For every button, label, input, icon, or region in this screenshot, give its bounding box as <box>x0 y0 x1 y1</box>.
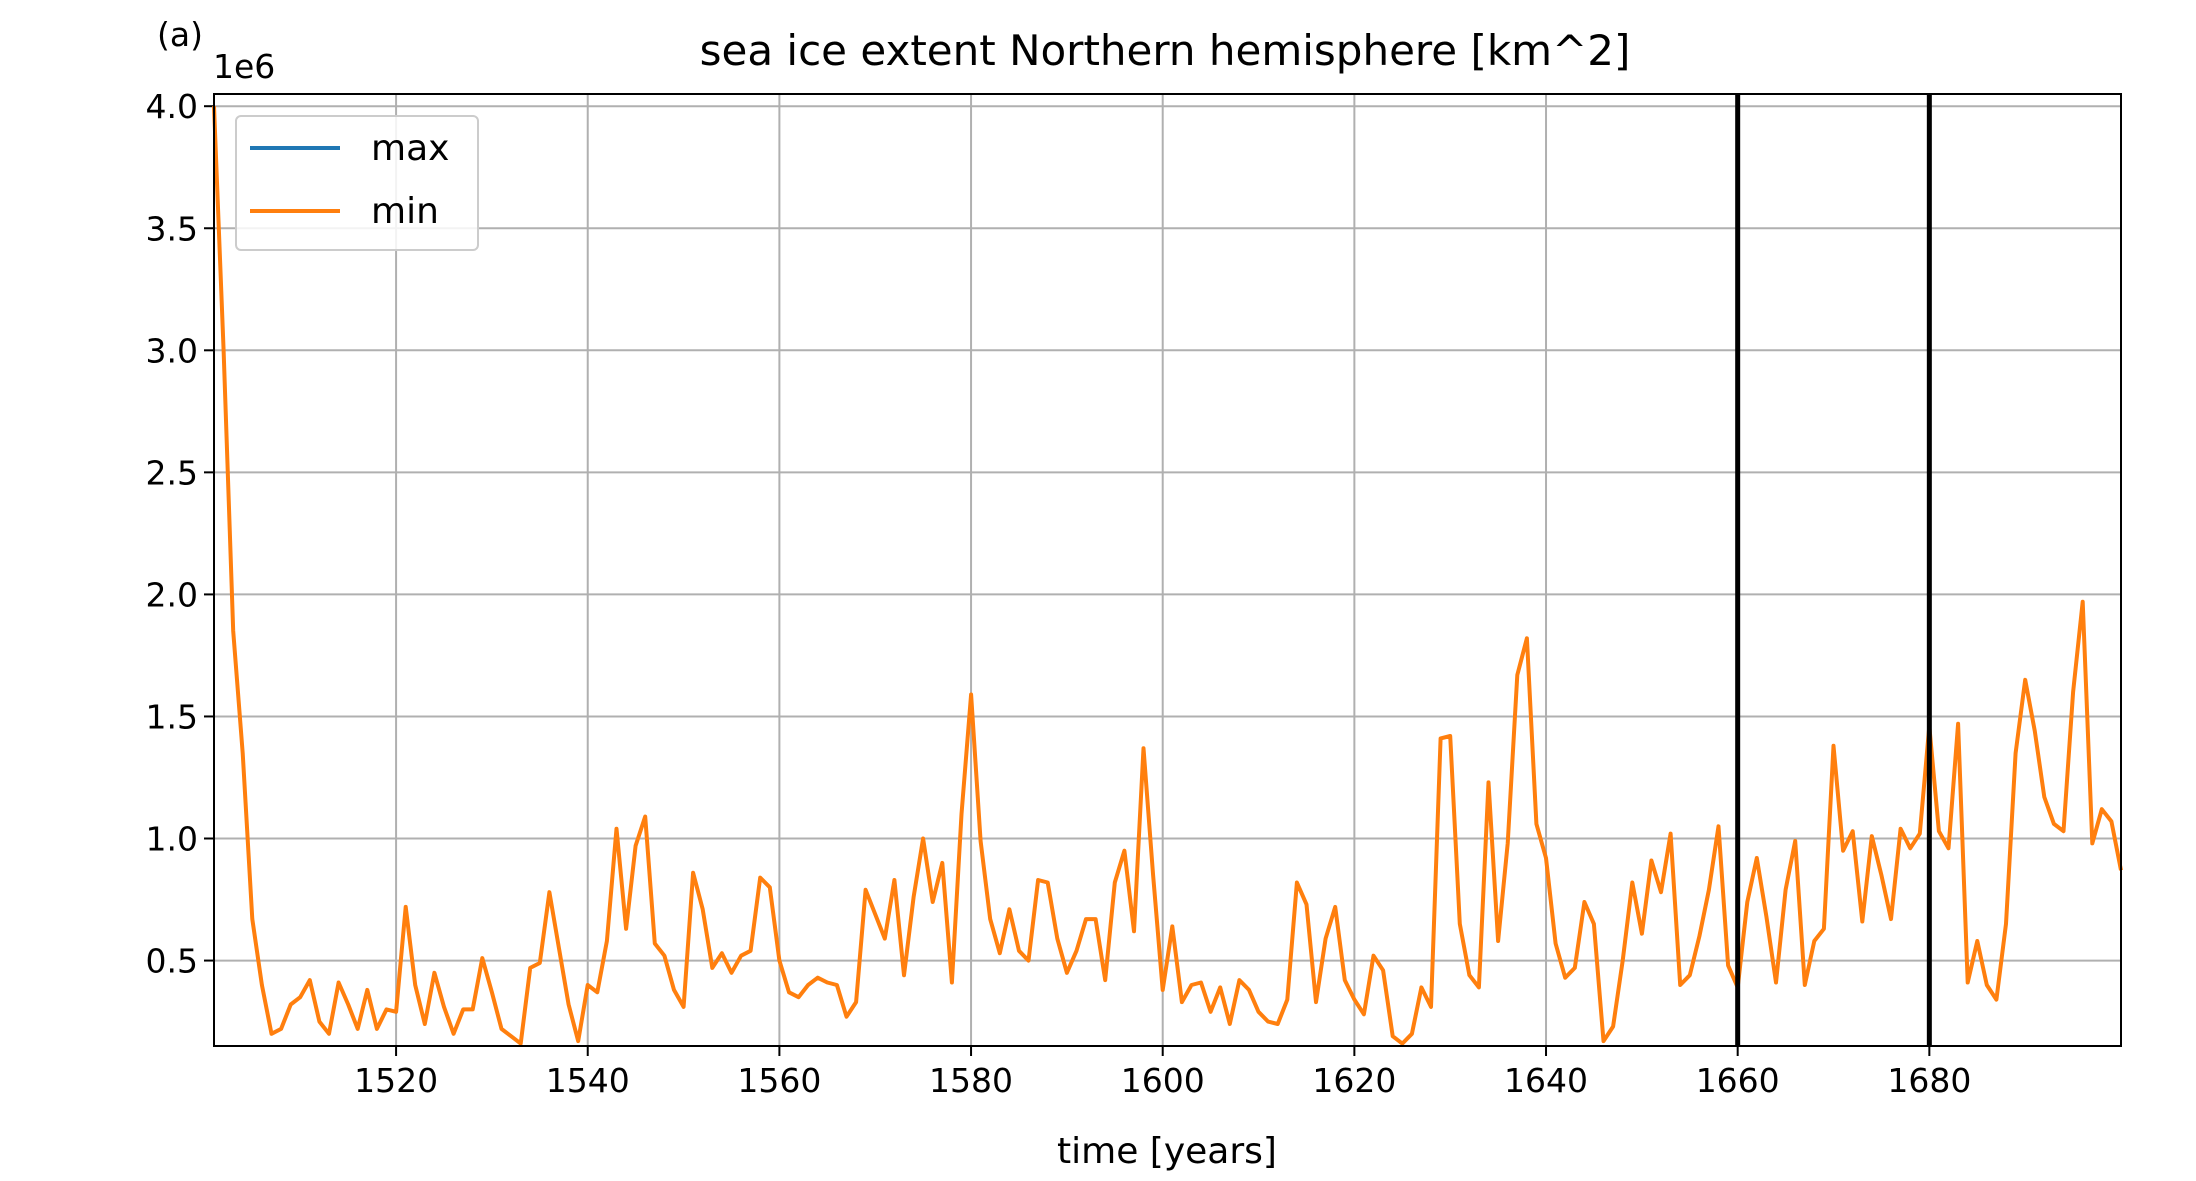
x-tick-label: 1620 <box>1312 1061 1396 1100</box>
x-axis: 1520 1540 1560 1580 1600 1620 1640 1660 1680 <box>354 1046 1971 1100</box>
plot-frame <box>213 93 2122 1047</box>
chart-title: sea ice extent Northern hemisphere [km^2… <box>700 26 1631 75</box>
y-axis: 0.5 1.0 1.5 2.0 2.5 3.0 3.5 4.0 <box>146 87 214 981</box>
legend-label-min: min <box>371 191 439 232</box>
y-tick-label: 3.0 <box>146 331 198 370</box>
vertical-markers <box>1735 94 1932 1046</box>
x-tick-label: 1580 <box>929 1061 1013 1100</box>
y-tick-label: 2.5 <box>146 453 198 492</box>
y-tick-label: 3.5 <box>146 209 198 248</box>
series-line-min <box>212 106 2123 1046</box>
grid <box>214 94 2121 1046</box>
legend-label-max: max <box>371 128 449 169</box>
y-tick-label: 1.0 <box>146 820 198 859</box>
x-tick-label: 1680 <box>1887 1061 1971 1100</box>
y-tick-label: 4.0 <box>146 87 198 126</box>
series-group <box>212 106 2123 1046</box>
legend: max min <box>235 115 479 251</box>
panel-label: (a) <box>157 15 203 54</box>
y-tick-label: 2.0 <box>146 575 198 614</box>
x-tick-label: 1660 <box>1696 1061 1780 1100</box>
y-offset-label: 1e6 <box>213 47 275 86</box>
y-tick-label: 0.5 <box>146 942 198 981</box>
x-axis-label: time [years] <box>1057 1131 1277 1172</box>
y-tick-label: 1.5 <box>146 697 198 736</box>
x-tick-label: 1520 <box>354 1061 438 1100</box>
x-tick-label: 1640 <box>1504 1061 1588 1100</box>
x-tick-label: 1560 <box>737 1061 821 1100</box>
x-tick-label: 1600 <box>1121 1061 1205 1100</box>
x-tick-label: 1540 <box>546 1061 630 1100</box>
